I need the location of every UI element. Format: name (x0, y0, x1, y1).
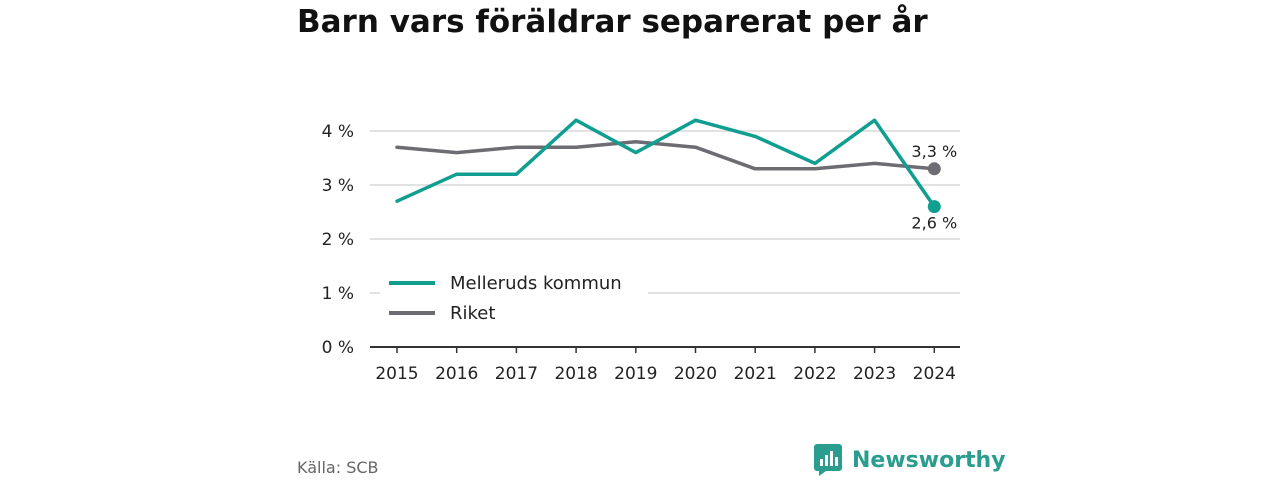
series-end-marker (927, 162, 941, 176)
brand-name: Newsworthy (852, 447, 1006, 473)
y-tick-label: 4 % (322, 122, 354, 142)
series-line (395, 118, 937, 209)
x-tick-label: 2017 (495, 364, 538, 384)
x-tick-label: 2018 (554, 364, 597, 384)
end-label-melleruds: 2,6 % (911, 214, 957, 233)
end-label-riket: 3,3 % (911, 142, 957, 161)
legend-background (380, 266, 648, 330)
x-tick-label: 2022 (793, 364, 836, 384)
brand: Newsworthy (814, 444, 1006, 476)
x-tick-label: 2023 (853, 364, 896, 384)
series-line (395, 140, 937, 171)
end-labels: 3,3 % 2,6 % (911, 142, 957, 233)
newsworthy-logo-icon (814, 444, 842, 476)
x-tick-label: 2021 (734, 364, 777, 384)
x-tick-label: 2024 (913, 364, 956, 384)
source-note: Källa: SCB (297, 458, 379, 477)
x-tick-label: 2015 (375, 364, 418, 384)
x-tick-label: 2020 (674, 364, 717, 384)
y-tick-label: 2 % (322, 230, 354, 250)
y-tick-label: 0 % (322, 338, 354, 358)
x-tick-label: 2019 (614, 364, 657, 384)
legend-label: Melleruds kommun (450, 273, 622, 294)
legend-label: Riket (450, 303, 495, 324)
y-tick-label: 1 % (322, 284, 354, 304)
x-tick-label: 2016 (435, 364, 478, 384)
y-tick-label: 3 % (322, 176, 354, 196)
series-end-marker (927, 200, 941, 214)
chart-title: Barn vars föräldrar separerat per år (297, 4, 928, 40)
legend: Melleruds kommun Riket (380, 266, 648, 330)
axes: 0 % 1 % 2 % 3 % 4 % 2015 2016 2017 2018 2019 2020 2… (322, 122, 960, 384)
series-lines (395, 118, 941, 214)
